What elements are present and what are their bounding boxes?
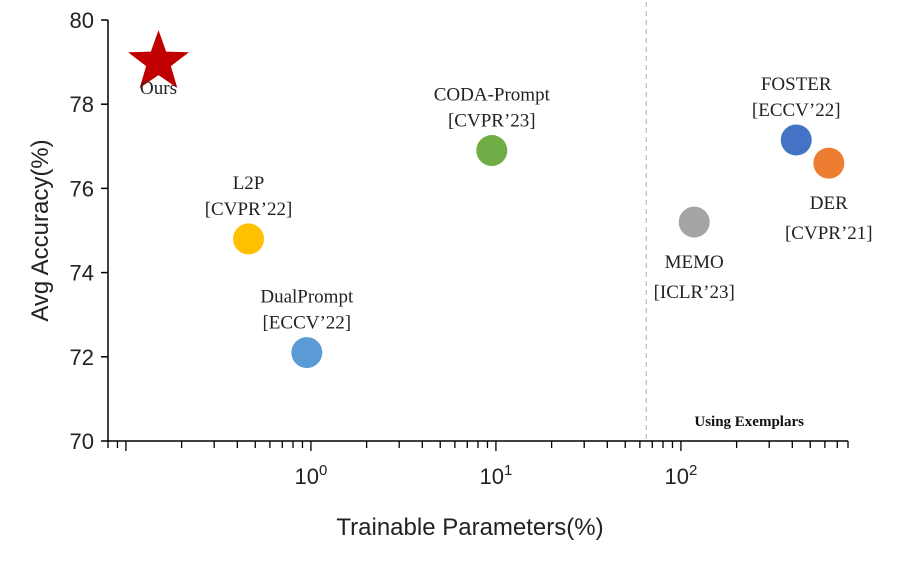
point-dualprompt [291,337,323,369]
y-tick-label: 74 [70,261,94,286]
point-der [813,147,845,179]
y-tick-label: 76 [70,176,94,201]
point-venue-foster: [ECCV’22] [752,100,841,121]
point-coda-prompt [476,135,508,167]
point-labels: Ours L2P [CVPR’22] DualPrompt [ECCV’22] CODA-… [140,74,873,334]
x-tick-label: 101 [480,462,513,489]
point-venue-der: [CVPR’21] [785,223,873,244]
point-ours-star [128,30,189,88]
point-venue-coda-prompt: [CVPR’23] [448,111,536,132]
x-tick-label: 100 [295,462,328,489]
point-l2p [233,223,265,255]
point-label-memo: MEMO [665,252,724,273]
point-label-l2p: L2P [233,173,265,194]
x-tick-label: 102 [665,462,698,489]
y-tick-label: 78 [70,92,94,117]
point-venue-l2p: [CVPR’22] [205,199,293,220]
y-tick-label: 72 [70,345,94,370]
point-label-coda-prompt: CODA-Prompt [434,85,551,106]
x-axis-title: Trainable Parameters(%) [336,514,603,541]
y-tick-label: 70 [70,429,94,454]
region-note: Using Exemplars [694,414,804,430]
point-label-der: DER [810,193,848,214]
point-memo [678,206,710,238]
point-venue-dualprompt: [ECCV’22] [262,313,351,334]
point-label-dualprompt: DualPrompt [260,287,354,308]
y-tick-label: 80 [70,8,94,33]
point-label-ours: Ours [140,78,177,99]
point-foster [780,124,812,156]
point-venue-memo: [ICLR’23] [654,282,735,303]
y-axis-ticks: 70 72 74 76 78 80 [70,8,108,454]
x-axis-ticks: 100 101 102 [107,441,849,489]
point-label-foster: FOSTER [761,74,832,95]
data-points [128,30,845,369]
y-axis-title: Avg Accuracy(%) [27,139,54,321]
